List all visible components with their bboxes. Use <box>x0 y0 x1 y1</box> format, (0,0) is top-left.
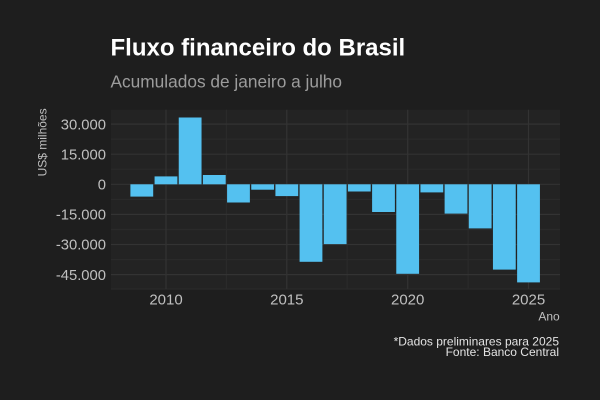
svg-text:0: 0 <box>98 178 106 194</box>
svg-text:30.000: 30.000 <box>61 117 106 133</box>
svg-text:Fluxo financeiro do Brasil: Fluxo financeiro do Brasil <box>111 35 406 62</box>
svg-text:15.000: 15.000 <box>61 147 106 163</box>
svg-text:Fonte: Banco Central: Fonte: Banco Central <box>446 345 559 359</box>
svg-text:2020: 2020 <box>391 292 424 309</box>
svg-text:Acumulados de janeiro a julho: Acumulados de janeiro a julho <box>111 71 343 91</box>
svg-text:-30.000: -30.000 <box>56 238 106 254</box>
svg-text:-15.000: -15.000 <box>56 208 106 224</box>
svg-text:*Dados preliminares para 2025: *Dados preliminares para 2025 <box>394 335 560 349</box>
svg-text:2010: 2010 <box>149 292 182 309</box>
svg-text:US$ milhões: US$ milhões <box>36 108 50 176</box>
svg-text:2025: 2025 <box>512 292 545 309</box>
svg-text:-45.000: -45.000 <box>56 268 106 284</box>
svg-text:Ano: Ano <box>538 309 560 323</box>
svg-text:2015: 2015 <box>270 292 303 309</box>
